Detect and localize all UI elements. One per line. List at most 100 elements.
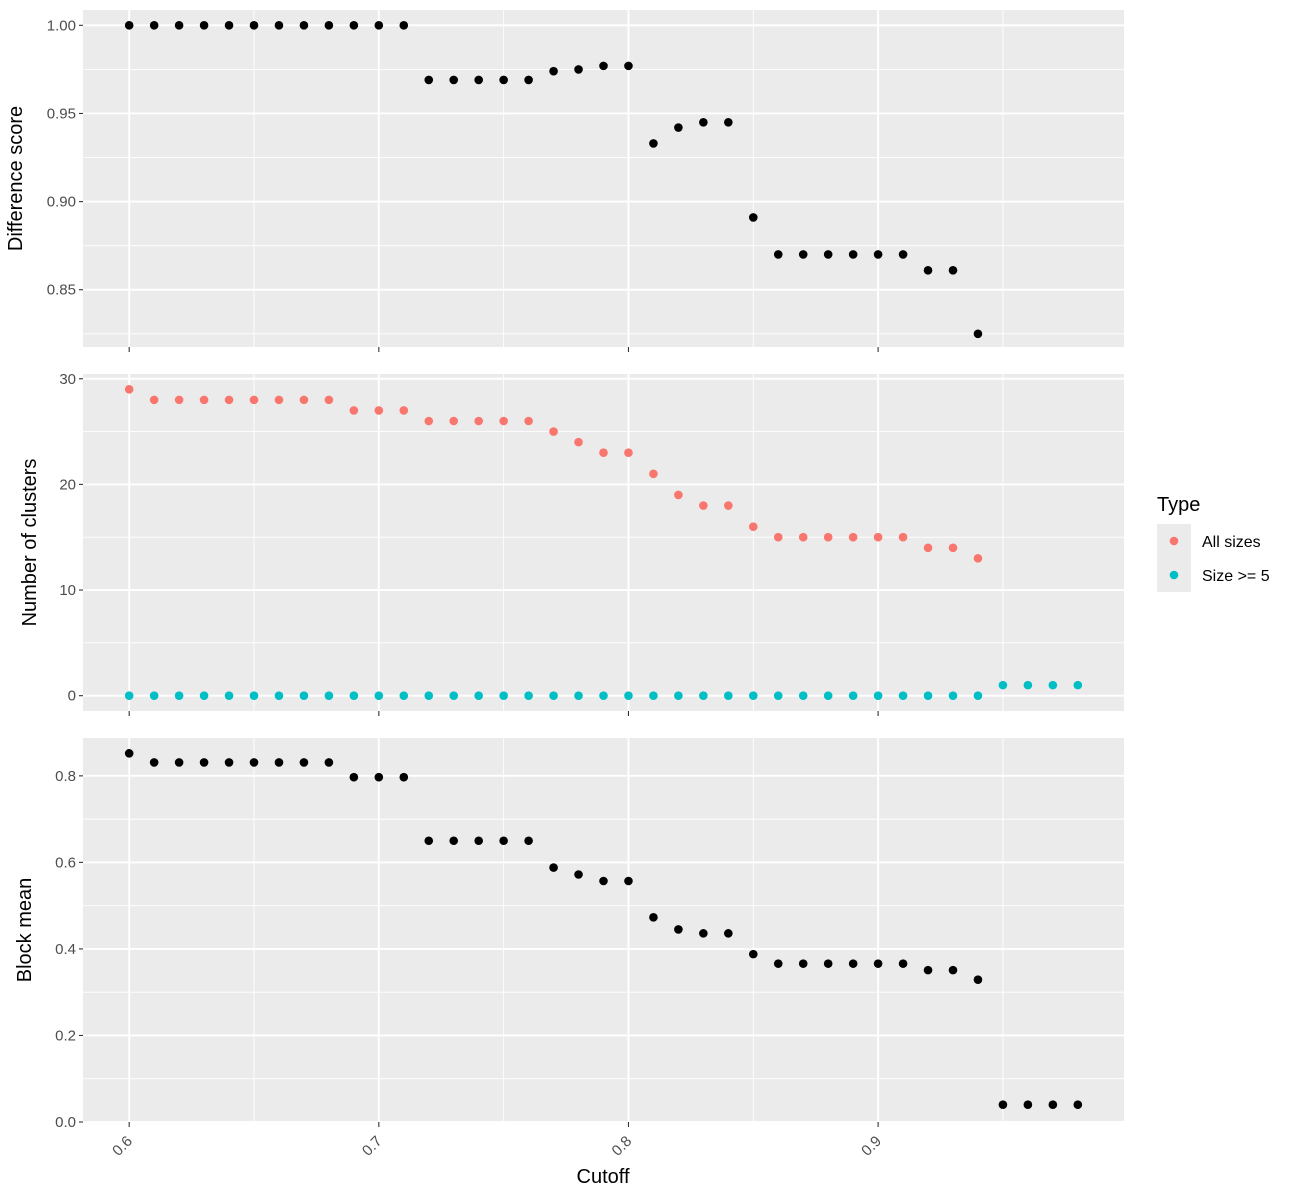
data-point xyxy=(923,543,933,553)
data-point xyxy=(149,758,159,767)
data-point xyxy=(599,448,608,458)
data-point xyxy=(499,691,508,700)
data-point xyxy=(174,758,184,767)
data-point xyxy=(349,691,359,700)
data-point xyxy=(324,21,334,30)
data-point xyxy=(923,266,933,275)
data-point xyxy=(624,876,633,886)
data-point xyxy=(649,139,658,148)
data-point xyxy=(724,929,733,938)
data-point xyxy=(773,959,783,968)
data-point xyxy=(174,691,184,700)
data-point xyxy=(1048,1100,1058,1109)
data-point xyxy=(699,929,708,938)
data-point xyxy=(424,416,434,426)
y-tick-label: 0.2 xyxy=(55,1027,76,1044)
data-point xyxy=(424,836,434,846)
legend-key-point xyxy=(1169,570,1179,580)
data-point xyxy=(699,117,708,127)
data-point xyxy=(898,691,908,700)
data-point xyxy=(948,691,958,700)
data-point xyxy=(599,691,608,700)
data-point xyxy=(524,75,533,85)
data-point xyxy=(124,21,134,30)
y-tick-label: 0.95 xyxy=(47,105,76,122)
data-point xyxy=(649,691,658,700)
data-point xyxy=(998,1100,1008,1109)
y-axis-title: Number of clusters xyxy=(19,459,41,627)
data-point xyxy=(848,250,858,259)
data-point xyxy=(424,75,434,85)
data-point xyxy=(199,395,209,405)
data-point xyxy=(574,437,583,447)
y-tick-label: 20 xyxy=(59,476,76,493)
data-point xyxy=(374,772,384,782)
data-point xyxy=(224,758,234,767)
legend-label: All sizes xyxy=(1202,534,1261,551)
y-tick-label: 0.4 xyxy=(55,941,76,958)
data-point xyxy=(873,532,883,542)
data-point xyxy=(249,21,259,30)
data-point xyxy=(399,406,409,415)
data-point xyxy=(224,21,234,30)
data-point xyxy=(798,532,808,542)
data-point xyxy=(299,758,309,767)
data-point xyxy=(224,395,234,405)
data-point xyxy=(374,691,384,700)
data-point xyxy=(549,66,558,76)
data-point xyxy=(349,406,359,415)
y-tick-label: 30 xyxy=(59,371,76,388)
y-tick-label: 0.85 xyxy=(47,282,76,299)
data-point xyxy=(149,395,159,405)
data-point xyxy=(724,117,733,127)
data-point xyxy=(274,21,284,30)
data-point xyxy=(499,836,508,846)
data-point xyxy=(1023,680,1033,690)
data-point xyxy=(249,395,259,405)
data-point xyxy=(399,21,409,30)
data-point xyxy=(199,691,209,700)
data-point xyxy=(674,925,683,934)
data-point xyxy=(748,522,758,531)
data-point xyxy=(274,758,284,767)
data-point xyxy=(299,691,309,700)
data-point xyxy=(424,691,434,700)
panel-2: 0 10 20 30 Number of clusters xyxy=(19,371,1124,716)
data-point xyxy=(923,965,933,975)
data-point xyxy=(124,749,134,758)
legend-title: Type xyxy=(1157,494,1200,516)
data-point xyxy=(449,416,459,426)
data-point xyxy=(823,532,833,542)
data-point xyxy=(798,959,808,968)
data-point xyxy=(324,395,334,405)
data-point xyxy=(174,395,184,405)
panels-group: 0.85 0.90 0.95 1.00 Difference score 0 10 20 30 N… xyxy=(5,10,1124,1160)
data-point xyxy=(449,75,459,85)
data-point xyxy=(474,691,483,700)
data-point xyxy=(399,691,409,700)
panel-background xyxy=(83,374,1124,711)
data-point xyxy=(773,532,783,542)
data-point xyxy=(199,758,209,767)
data-point xyxy=(299,21,309,30)
data-point xyxy=(798,691,808,700)
data-point xyxy=(1023,1100,1033,1109)
y-tick-label: 0.90 xyxy=(47,194,76,211)
data-point xyxy=(549,691,558,700)
data-point xyxy=(1073,680,1083,690)
data-point xyxy=(674,490,683,500)
data-point xyxy=(848,532,858,542)
series-2 xyxy=(124,680,1083,700)
y-axis-title: Difference score xyxy=(5,106,27,251)
data-point xyxy=(948,543,958,553)
data-point xyxy=(748,691,758,700)
data-point xyxy=(149,21,159,30)
data-point xyxy=(599,61,608,71)
data-point xyxy=(199,21,209,30)
data-point xyxy=(574,870,583,879)
data-point xyxy=(649,913,658,922)
data-point xyxy=(549,863,558,872)
data-point xyxy=(274,691,284,700)
data-point xyxy=(1073,1100,1083,1109)
